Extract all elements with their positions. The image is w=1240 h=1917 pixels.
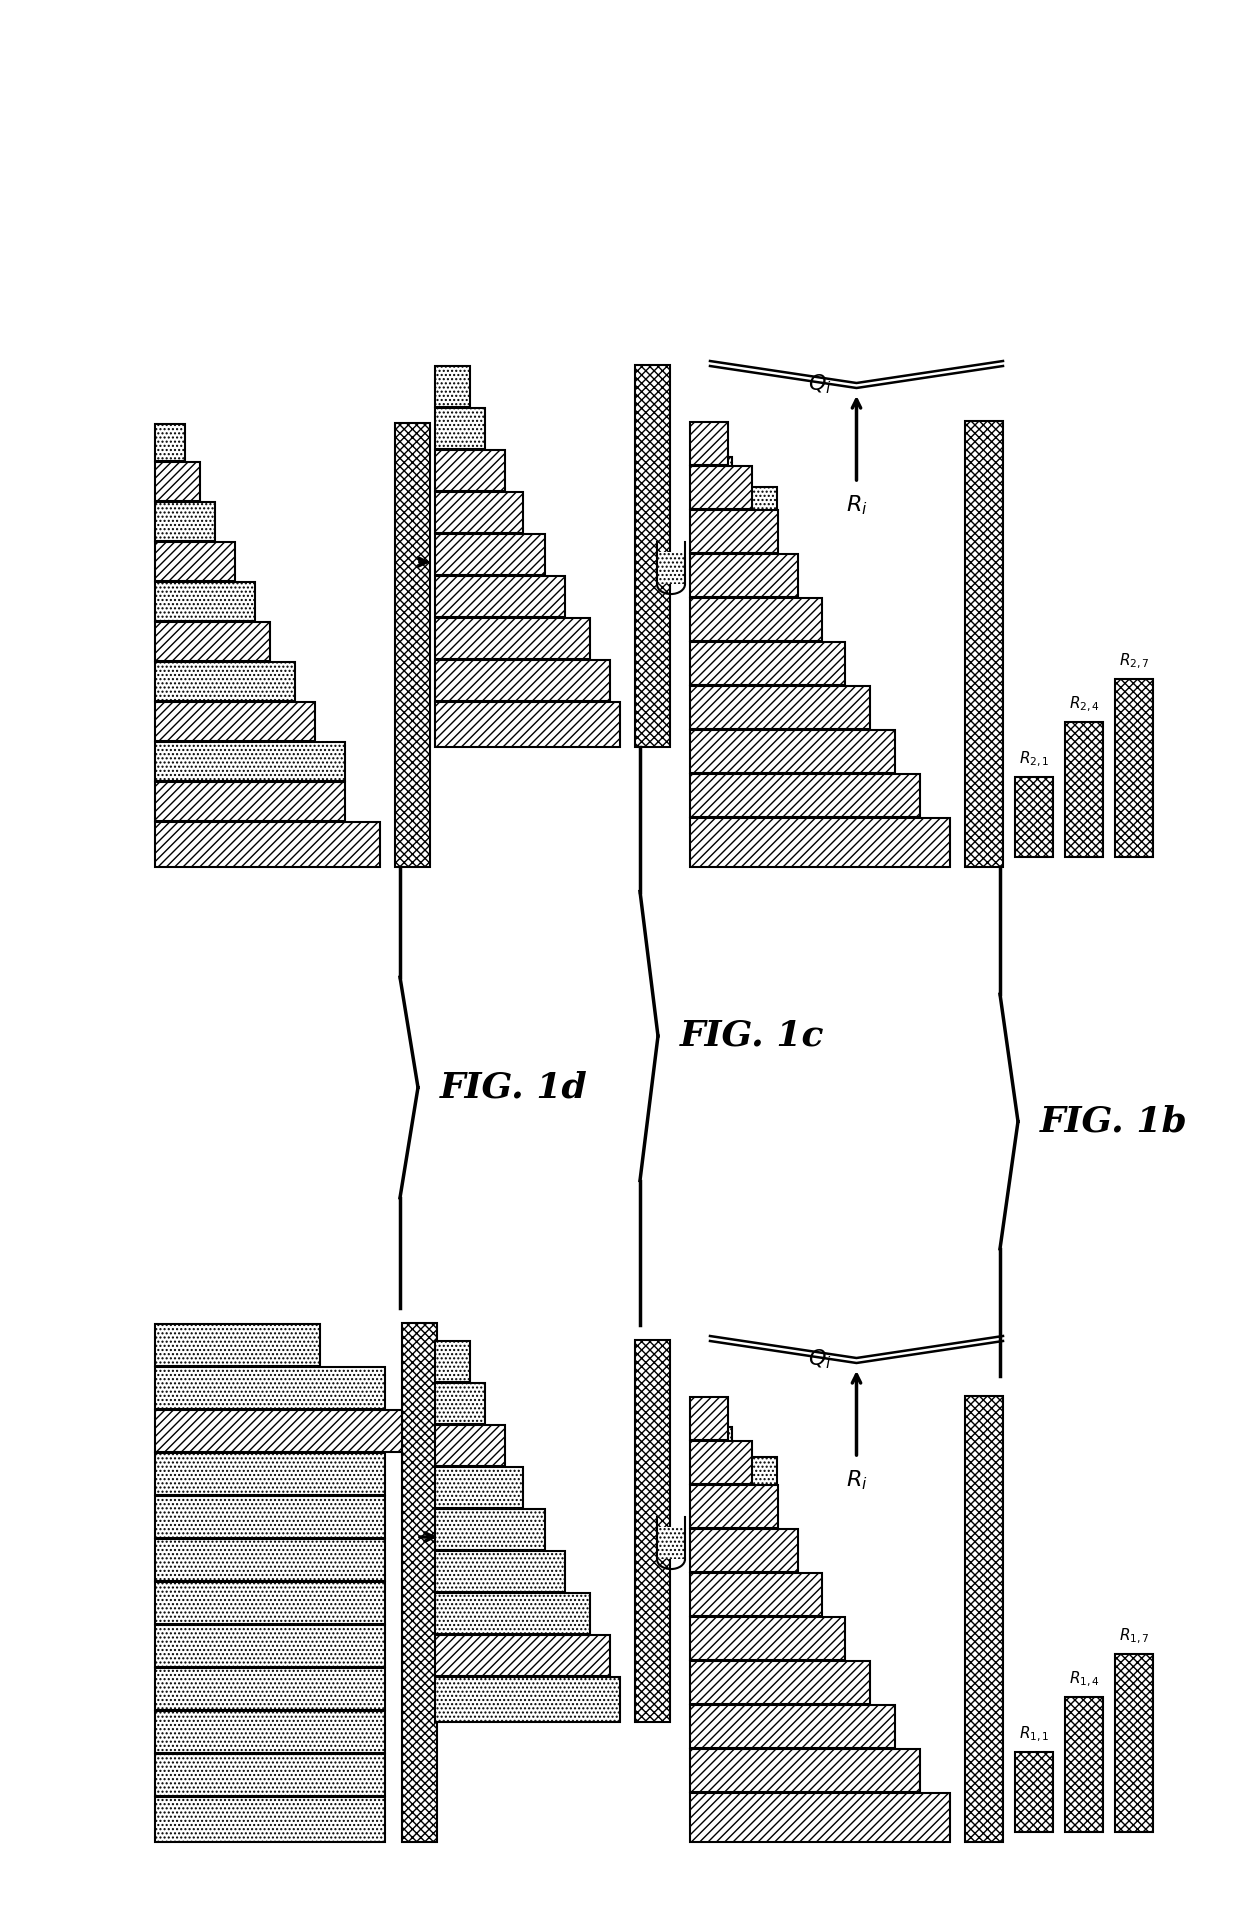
Bar <box>1065 1697 1104 1833</box>
Bar <box>435 535 546 575</box>
Bar <box>657 552 684 585</box>
Bar <box>396 424 430 866</box>
Text: FIG. 1d: FIG. 1d <box>440 1070 588 1104</box>
Bar <box>435 366 470 406</box>
Bar <box>689 774 920 817</box>
Bar <box>435 575 565 617</box>
Bar <box>155 1539 384 1582</box>
Bar <box>155 462 200 500</box>
Bar <box>402 1323 436 1842</box>
Bar <box>155 502 215 541</box>
Bar <box>689 819 950 866</box>
Text: $R_{1,7}$: $R_{1,7}$ <box>1118 1628 1149 1647</box>
Bar <box>435 1551 565 1591</box>
Text: $R_i$: $R_i$ <box>846 1468 867 1491</box>
Bar <box>745 487 777 577</box>
Text: $R_{1,4}$: $R_{1,4}$ <box>1069 1670 1100 1689</box>
Bar <box>689 1442 751 1484</box>
Bar <box>701 456 732 658</box>
Bar <box>657 1526 684 1559</box>
Bar <box>435 702 620 748</box>
Bar <box>155 1411 435 1451</box>
Bar <box>689 554 799 596</box>
Bar <box>435 408 485 449</box>
Bar <box>155 1754 384 1796</box>
Bar <box>155 1325 320 1367</box>
Bar <box>435 1342 470 1382</box>
Bar <box>155 1626 384 1668</box>
Bar <box>689 466 751 510</box>
Bar <box>689 422 728 466</box>
Bar <box>155 1712 384 1752</box>
Bar <box>435 659 610 702</box>
Bar <box>155 742 345 780</box>
Bar <box>701 1426 732 1628</box>
Bar <box>435 617 590 659</box>
Bar <box>155 1495 384 1537</box>
Bar <box>635 1340 670 1721</box>
Bar <box>745 1457 777 1547</box>
Bar <box>435 493 523 533</box>
Bar <box>689 730 895 773</box>
Bar <box>689 1574 822 1616</box>
Bar <box>155 702 315 742</box>
Text: $Q_i$: $Q_i$ <box>808 372 832 397</box>
Bar <box>435 450 505 491</box>
Bar <box>689 1792 950 1842</box>
Bar <box>689 598 822 640</box>
Bar <box>155 822 379 866</box>
Bar <box>155 424 185 460</box>
Text: $R_{2,4}$: $R_{2,4}$ <box>1069 694 1100 713</box>
Text: FIG. 1c: FIG. 1c <box>680 1020 825 1052</box>
Bar <box>155 543 236 581</box>
Bar <box>435 1509 546 1551</box>
Bar <box>689 1748 920 1792</box>
Text: FIG. 1b: FIG. 1b <box>1040 1104 1188 1139</box>
Text: $Q_i$: $Q_i$ <box>808 1348 832 1371</box>
Bar <box>1065 723 1104 857</box>
Bar <box>435 1424 505 1467</box>
Bar <box>965 1396 1003 1842</box>
Bar <box>155 661 295 702</box>
Bar <box>689 686 870 728</box>
Text: $R_i$: $R_i$ <box>846 493 867 516</box>
Bar <box>689 642 844 684</box>
Bar <box>155 1796 384 1842</box>
Bar <box>435 1467 523 1509</box>
Bar <box>155 1668 384 1710</box>
Text: $R_{1,1}$: $R_{1,1}$ <box>1019 1725 1049 1744</box>
Bar <box>435 1593 590 1633</box>
Bar <box>689 1486 777 1528</box>
Bar <box>965 422 1003 866</box>
Bar <box>1115 679 1153 857</box>
Bar <box>689 1397 728 1440</box>
Bar <box>155 583 255 621</box>
Bar <box>689 1618 844 1660</box>
Text: $R_{2,1}$: $R_{2,1}$ <box>1019 750 1049 769</box>
Bar <box>155 782 345 820</box>
Bar <box>1115 1654 1153 1833</box>
Bar <box>635 364 670 748</box>
Bar <box>155 1367 384 1409</box>
Bar <box>689 510 777 552</box>
Bar <box>435 1635 610 1675</box>
Bar <box>689 1530 799 1572</box>
Bar <box>745 1547 777 1557</box>
Bar <box>155 621 270 661</box>
Bar <box>435 1382 485 1424</box>
Bar <box>1016 1752 1053 1833</box>
Bar <box>689 1704 895 1748</box>
Bar <box>689 1660 870 1704</box>
Bar <box>1016 776 1053 857</box>
Bar <box>435 1677 620 1721</box>
Bar <box>155 1582 384 1624</box>
Text: $R_{2,7}$: $R_{2,7}$ <box>1118 652 1149 671</box>
Bar <box>155 1453 384 1495</box>
Bar <box>745 577 777 587</box>
